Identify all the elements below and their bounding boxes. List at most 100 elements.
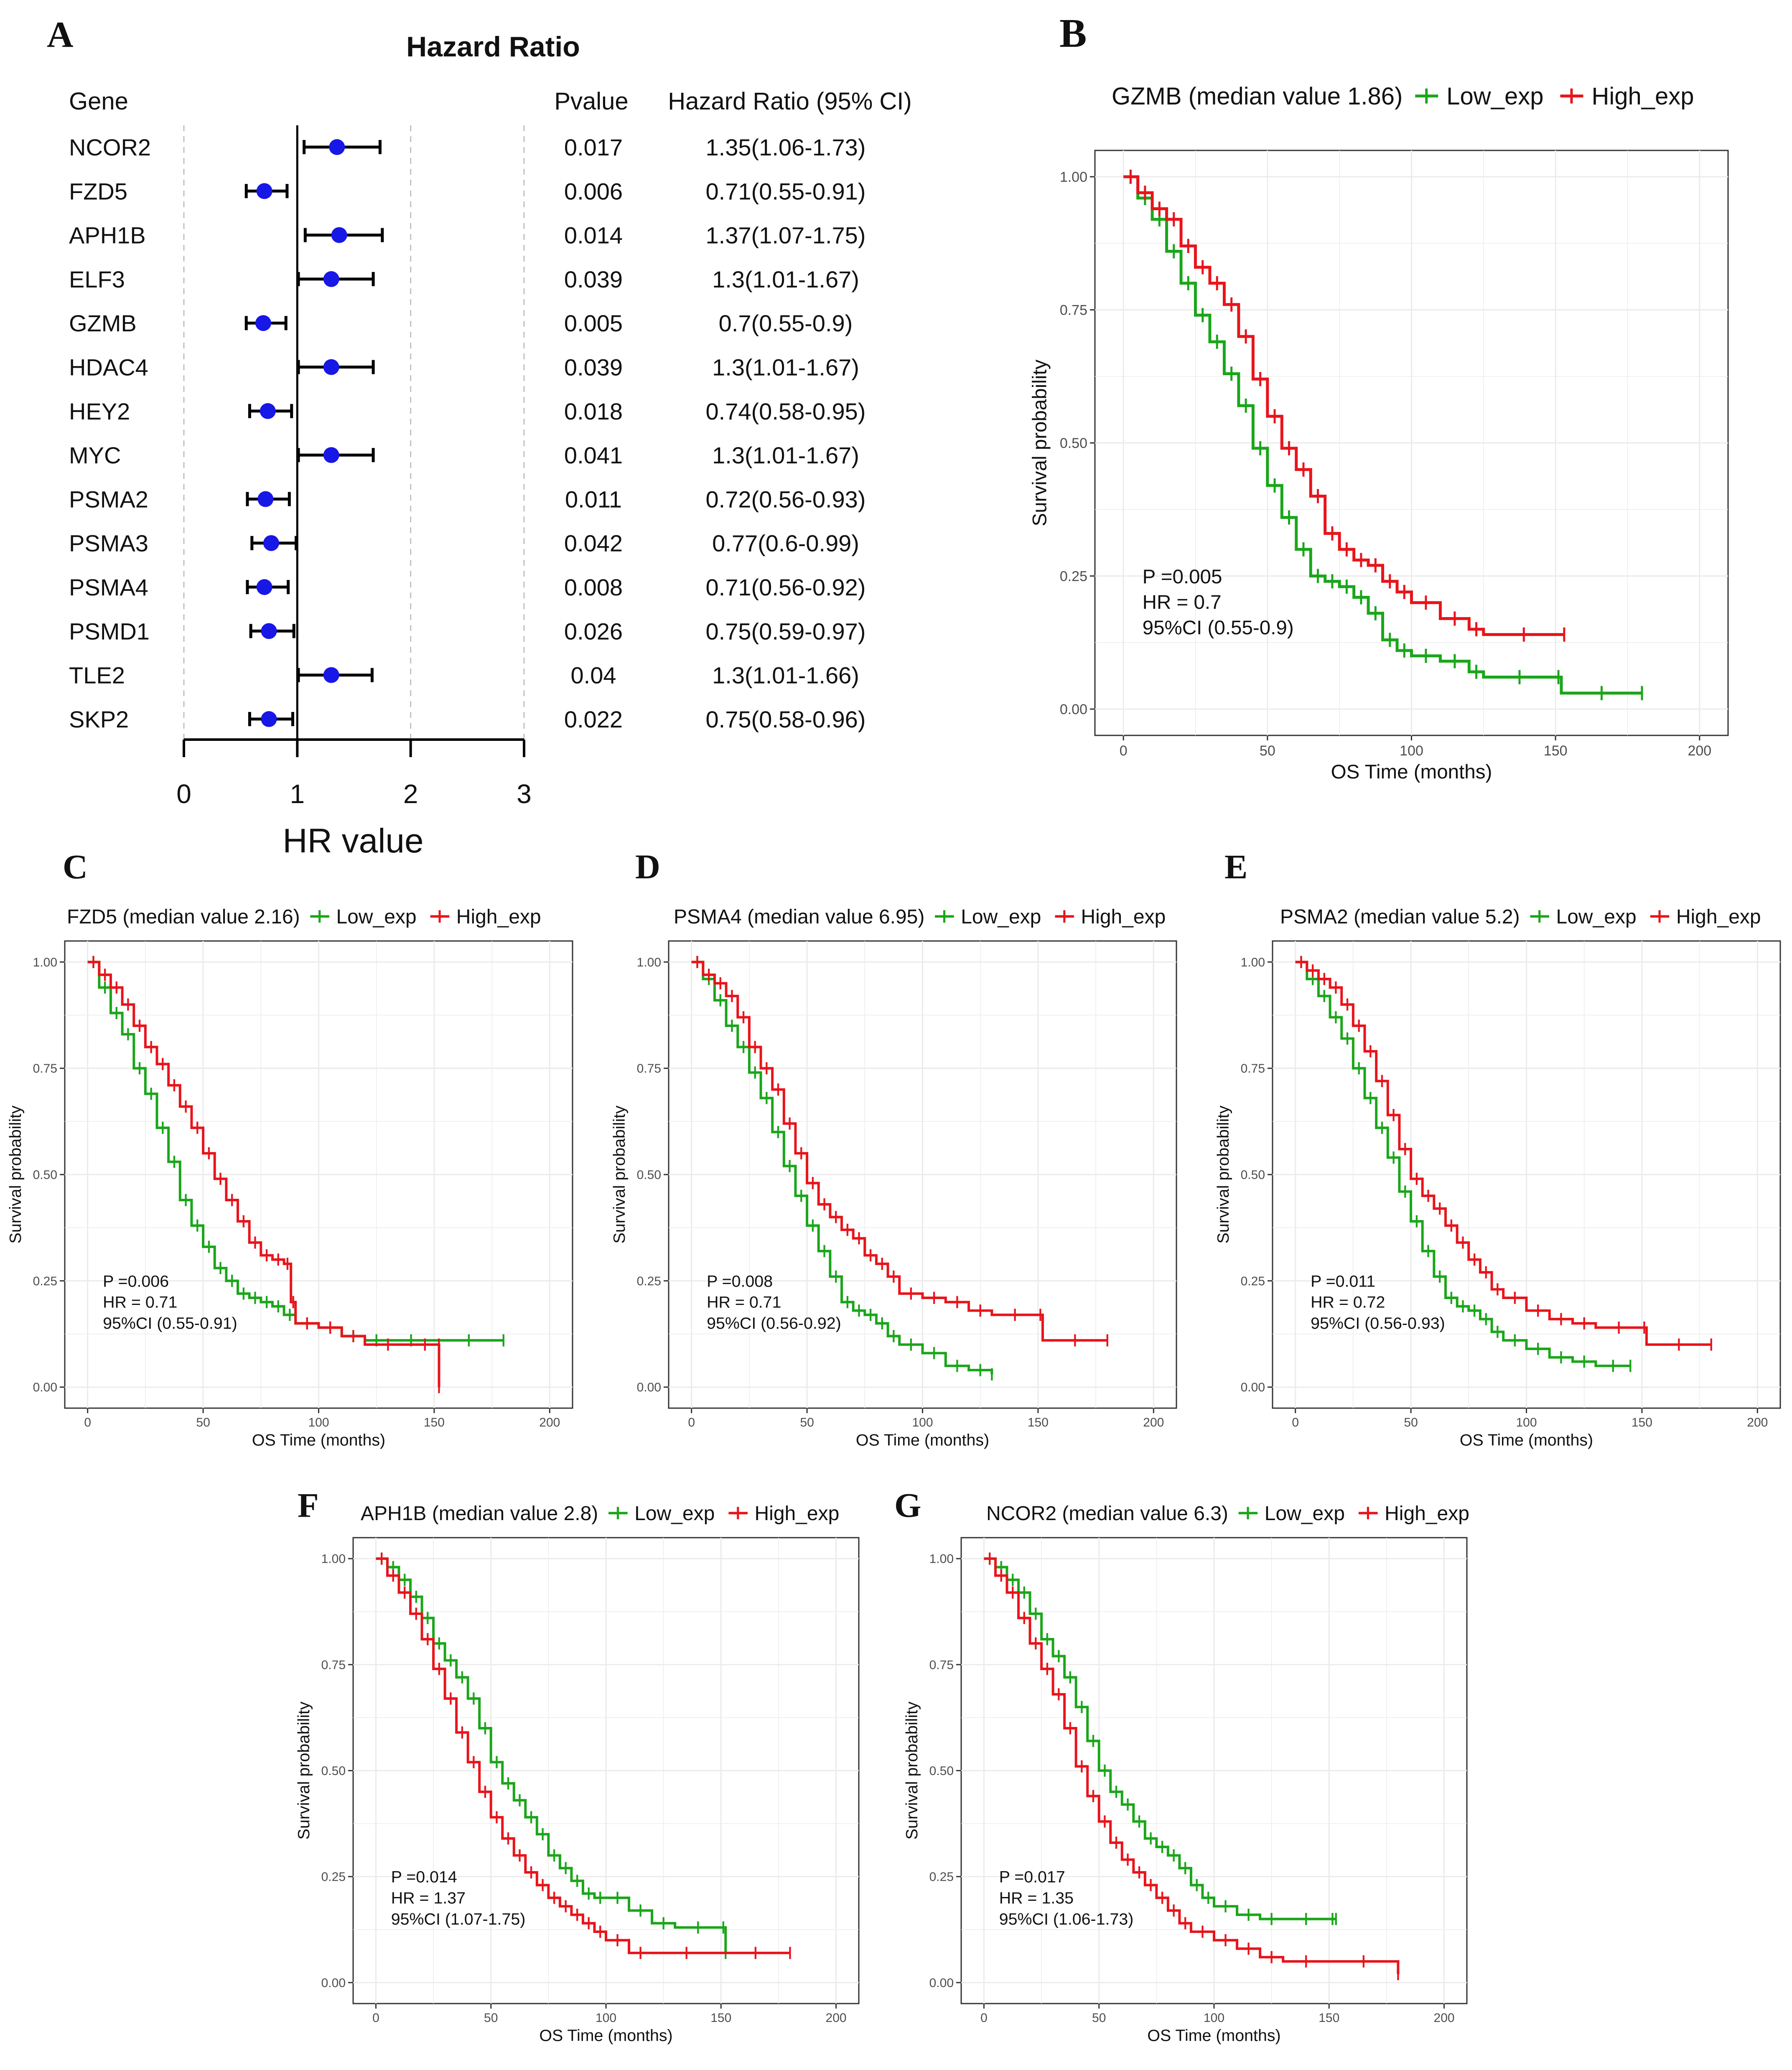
legend-low-label: Low_exp [961, 906, 1041, 928]
km-x-tick-label: 50 [1404, 1416, 1418, 1429]
km-x-tick-label: 0 [980, 2011, 988, 2025]
km-y-tick-label: 0.50 [321, 1764, 346, 1778]
forest-row: PSMA2 0.011 0.72(0.56-0.93) [69, 486, 865, 512]
km-annotation-hr: HR = 1.35 [999, 1889, 1074, 1907]
hr-point [261, 623, 277, 639]
gene-label: PSMD1 [69, 618, 150, 644]
hr-ci-cell: 0.7(0.55-0.9) [719, 310, 853, 336]
km-annotation-p: P =0.006 [103, 1272, 169, 1290]
km-y-tick-label: 0.25 [929, 1870, 954, 1884]
km-curve-low-exp [984, 1557, 1336, 1920]
km-x-tick-label: 150 [424, 1416, 445, 1429]
hr-point [323, 667, 339, 683]
km-y-tick-label: 1.00 [33, 956, 57, 969]
hr-ci-cell: 0.75(0.59-0.97) [706, 618, 866, 644]
km-x-axis-label: OS Time (months) [539, 2027, 672, 2045]
km-x-tick-label: 0 [688, 1416, 695, 1429]
km-panel-g: G NCOR2 (median value 6.3) Low_exp High_exp… [894, 1486, 1469, 2045]
hr-ci-cell: 0.71(0.56-0.92) [706, 574, 866, 600]
gene-label: TLE2 [69, 662, 125, 689]
hr-point [261, 711, 277, 727]
gene-label: MYC [69, 442, 121, 468]
km-x-axis-label: OS Time (months) [1460, 1431, 1593, 1450]
gene-label: PSMA2 [69, 486, 148, 512]
km-x-axis-label: OS Time (months) [252, 1431, 385, 1450]
pvalue-cell: 0.039 [564, 354, 623, 381]
legend-high-label: High_exp [456, 906, 541, 928]
km-y-axis-label: Survival probability [1214, 1106, 1232, 1244]
km-y-tick-label: 0.00 [321, 1976, 346, 1990]
km-x-tick-label: 200 [1688, 743, 1711, 759]
pvalue-cell: 0.011 [565, 486, 622, 512]
hr-ci-cell: 1.37(1.07-1.75) [706, 222, 866, 249]
km-annotation-p: P =0.017 [999, 1868, 1065, 1886]
km-x-tick-label: 0 [372, 2011, 379, 2025]
km-x-tick-label: 50 [484, 2011, 498, 2025]
forest-row: SKP2 0.022 0.75(0.58-0.96) [69, 706, 865, 732]
km-annotation-ci: 95%CI (1.07-1.75) [391, 1910, 526, 1928]
legend-low-exp: Low_exp [1238, 1503, 1345, 1525]
km-y-tick-label: 1.00 [929, 1552, 954, 1566]
km-y-tick-label: 0.25 [1060, 568, 1087, 584]
km-panel-c: C FZD5 (median value 2.16) Low_exp High_exp… [6, 847, 573, 1450]
km-x-tick-label: 100 [1516, 1416, 1537, 1429]
hr-point [260, 403, 276, 419]
hr-point [263, 535, 279, 551]
km-x-tick-label: 50 [800, 1416, 814, 1429]
km-annotation-hr: HR = 0.71 [103, 1293, 177, 1312]
km-x-tick-label: 100 [308, 1416, 329, 1429]
hr-ci-cell: 1.3(1.01-1.66) [712, 662, 859, 689]
panel-letter-e: E [1224, 847, 1247, 886]
km-x-tick-label: 150 [1319, 2011, 1339, 2025]
km-y-tick-label: 0.75 [1241, 1062, 1265, 1076]
legend-low-exp: Low_exp [1415, 83, 1543, 110]
km-title: NCOR2 (median value 6.3) [986, 1503, 1228, 1525]
hr-ci-cell: 1.3(1.01-1.67) [712, 442, 859, 468]
forest-row: MYC 0.041 1.3(1.01-1.67) [69, 442, 859, 468]
km-y-tick-label: 0.50 [33, 1168, 57, 1182]
legend-high-exp: High_exp [1359, 1503, 1469, 1525]
km-y-tick-label: 0.00 [33, 1381, 57, 1394]
forest-x-tick-label: 2 [403, 779, 418, 809]
forest-row: PSMA4 0.008 0.71(0.56-0.92) [69, 574, 865, 600]
km-y-tick-label: 0.00 [929, 1976, 954, 1990]
km-title: PSMA2 (median value 5.2) [1280, 906, 1520, 928]
forest-plot-panel-a: A Hazard Ratio Gene Pvalue Hazard Ratio … [47, 15, 912, 860]
hr-point [329, 139, 345, 155]
forest-axis: 0 1 2 3 [176, 125, 532, 809]
pvalue-cell: 0.006 [564, 178, 623, 204]
km-y-tick-label: 0.75 [929, 1658, 954, 1672]
km-y-tick-label: 0.25 [637, 1274, 661, 1288]
km-curve-low-exp [691, 961, 993, 1375]
km-y-tick-label: 0.25 [321, 1870, 346, 1884]
hr-ci-cell: 1.3(1.01-1.67) [712, 266, 859, 292]
km-x-tick-label: 200 [1434, 2011, 1455, 2025]
legend-low-label: Low_exp [1556, 906, 1637, 928]
legend-low-exp: Low_exp [310, 906, 417, 928]
legend-high-exp: High_exp [728, 1503, 839, 1525]
forest-title: Hazard Ratio [406, 31, 580, 63]
gene-label: NCOR2 [69, 134, 151, 160]
km-x-tick-label: 100 [1204, 2011, 1224, 2025]
panel-letter-b: B [1059, 11, 1087, 56]
pvalue-cell: 0.018 [564, 398, 623, 425]
legend-low-label: Low_exp [336, 906, 416, 928]
km-y-tick-label: 0.75 [33, 1062, 57, 1076]
km-y-tick-label: 1.00 [1060, 169, 1087, 185]
km-x-tick-label: 100 [1400, 743, 1423, 759]
km-annotation-hr: HR = 0.72 [1311, 1293, 1385, 1312]
km-curve-high-exp [1295, 961, 1711, 1346]
km-x-tick-label: 150 [710, 2011, 731, 2025]
hr-ci-cell: 0.72(0.56-0.93) [706, 486, 866, 512]
km-panel-e: E PSMA2 (median value 5.2) Low_exp High_exp… [1214, 847, 1781, 1450]
gene-label: HEY2 [69, 398, 130, 425]
pvalue-cell: 0.039 [564, 266, 623, 292]
km-y-tick-label: 0.50 [1241, 1168, 1265, 1182]
hr-point [257, 491, 274, 507]
hr-ci-cell: 0.74(0.58-0.95) [706, 398, 866, 425]
hr-point [323, 447, 339, 463]
km-y-axis-label: Survival probability [903, 1701, 921, 1840]
km-x-tick-label: 0 [1292, 1416, 1299, 1429]
km-y-tick-label: 0.25 [33, 1274, 57, 1288]
